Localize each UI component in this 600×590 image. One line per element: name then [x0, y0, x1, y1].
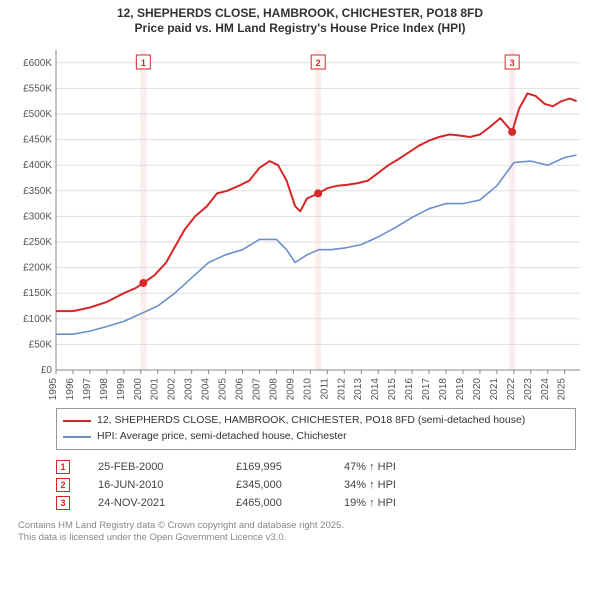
title-line-1: 12, SHEPHERDS CLOSE, HAMBROOK, CHICHESTE…	[8, 6, 592, 21]
sales-row: 1 25-FEB-2000 £169,995 47% ↑ HPI	[56, 458, 584, 476]
legend-swatch	[63, 436, 91, 438]
x-tick-label: 2011	[319, 378, 330, 400]
attribution-line-2: This data is licensed under the Open Gov…	[18, 532, 584, 544]
sale-marker: 2	[56, 478, 70, 492]
sale-price: £169,995	[236, 461, 316, 473]
x-tick-label: 2003	[184, 378, 195, 401]
x-tick-label: 2006	[235, 378, 246, 401]
x-tick-label: 2016	[404, 378, 415, 401]
legend-label: HPI: Average price, semi-detached house,…	[97, 429, 347, 445]
sale-flag-num: 1	[141, 58, 146, 68]
sale-flag-num: 2	[316, 58, 321, 68]
chart-plot: £0 £50K £100K £150K £200K £250K £300K £350K £400…	[8, 42, 592, 402]
y-tick-label: £600K	[23, 58, 52, 69]
y-tick-label: £350K	[23, 186, 52, 197]
sale-marker: 3	[56, 496, 70, 510]
x-tick-label: 2007	[251, 378, 262, 401]
x-tick-label: 1998	[99, 378, 110, 401]
x-tick-label: 2005	[218, 378, 229, 401]
sale-pct: 19% ↑ HPI	[344, 497, 434, 509]
sale-flag-num: 3	[510, 58, 515, 68]
x-tick-label: 2013	[353, 378, 364, 401]
x-tick-label: 2022	[506, 378, 517, 401]
legend-swatch	[63, 420, 91, 422]
y-tick-label: £200K	[23, 263, 52, 274]
x-tick-label: 2008	[268, 378, 279, 401]
x-tick-label: 1995	[48, 378, 59, 401]
y-tick-label: £50K	[29, 339, 53, 350]
y-tick-label: £450K	[23, 135, 52, 146]
attribution: Contains HM Land Registry data © Crown c…	[18, 520, 584, 545]
x-tick-label: 2025	[557, 378, 568, 401]
x-tick-label: 1997	[82, 378, 93, 401]
chart-title: 12, SHEPHERDS CLOSE, HAMBROOK, CHICHESTE…	[8, 6, 592, 36]
chart-svg: £0 £50K £100K £150K £200K £250K £300K £350K £400…	[8, 42, 592, 402]
x-tick-label: 2012	[336, 378, 347, 401]
y-tick-label: £550K	[23, 83, 52, 94]
sale-price: £345,000	[236, 479, 316, 491]
legend: 12, SHEPHERDS CLOSE, HAMBROOK, CHICHESTE…	[56, 408, 576, 450]
sale-point	[314, 189, 322, 197]
x-tick-label: 2020	[472, 378, 483, 401]
x-tick-label: 2021	[489, 378, 500, 401]
x-tick-label: 2001	[150, 378, 161, 401]
sale-date: 24-NOV-2021	[98, 497, 208, 509]
x-tick-label: 2024	[540, 378, 551, 401]
y-tick-label: £150K	[23, 288, 52, 299]
sale-date: 25-FEB-2000	[98, 461, 208, 473]
x-tick-label: 2014	[370, 378, 381, 401]
x-tick-label: 2023	[523, 378, 534, 401]
sale-pct: 34% ↑ HPI	[344, 479, 434, 491]
sale-price: £465,000	[236, 497, 316, 509]
x-tick-label: 2009	[285, 378, 296, 401]
y-tick-label: £0	[41, 365, 53, 376]
x-tick-label: 2010	[302, 378, 313, 401]
sale-point	[508, 128, 516, 136]
x-tick-label: 2002	[167, 378, 178, 401]
sales-table: 1 25-FEB-2000 £169,995 47% ↑ HPI 2 16-JUN-201…	[56, 458, 584, 512]
legend-label: 12, SHEPHERDS CLOSE, HAMBROOK, CHICHESTE…	[97, 413, 525, 429]
x-tick-label: 2000	[133, 378, 144, 401]
sale-pct: 47% ↑ HPI	[344, 461, 434, 473]
sale-point	[139, 279, 147, 287]
x-tick-label: 2019	[455, 378, 466, 401]
sale-marker: 1	[56, 460, 70, 474]
x-tick-label: 2017	[421, 378, 432, 401]
sales-row: 3 24-NOV-2021 £465,000 19% ↑ HPI	[56, 494, 584, 512]
x-tick-label: 2004	[201, 378, 212, 401]
y-tick-label: £400K	[23, 160, 52, 171]
x-tick-label: 2015	[387, 378, 398, 401]
title-line-2: Price paid vs. HM Land Registry's House …	[8, 21, 592, 36]
legend-row: 12, SHEPHERDS CLOSE, HAMBROOK, CHICHESTE…	[63, 413, 569, 429]
x-tick-label: 2018	[438, 378, 449, 401]
legend-row: HPI: Average price, semi-detached house,…	[63, 429, 569, 445]
attribution-line-1: Contains HM Land Registry data © Crown c…	[18, 520, 584, 532]
x-tick-label: 1999	[116, 378, 127, 401]
y-tick-label: £100K	[23, 314, 52, 325]
sales-row: 2 16-JUN-2010 £345,000 34% ↑ HPI	[56, 476, 584, 494]
sale-date: 16-JUN-2010	[98, 479, 208, 491]
y-tick-label: £500K	[23, 109, 52, 120]
y-tick-label: £300K	[23, 211, 52, 222]
x-tick-label: 1996	[65, 378, 76, 401]
y-tick-label: £250K	[23, 237, 52, 248]
chart-container: 12, SHEPHERDS CLOSE, HAMBROOK, CHICHESTE…	[0, 0, 600, 544]
